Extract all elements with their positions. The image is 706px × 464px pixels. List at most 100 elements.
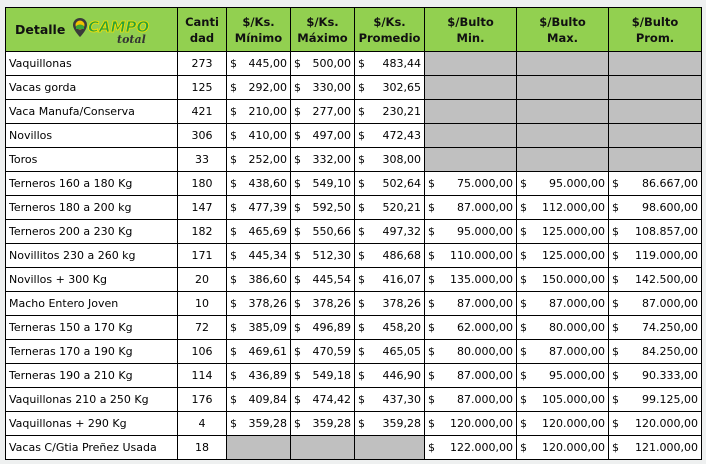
- cell-kg-prom: $497,32: [354, 219, 425, 244]
- cell-kg-min: [226, 435, 291, 460]
- amount: 465,05: [382, 345, 422, 358]
- currency-symbol: $: [520, 201, 527, 214]
- amount: 142.500,00: [635, 273, 698, 286]
- amount: 332,00: [312, 153, 352, 166]
- cell-kg-prom: $486,68: [354, 243, 425, 268]
- currency-symbol: $: [520, 393, 527, 406]
- table-row: Vacas gorda 125 $292,00 $330,00 $302,65: [5, 75, 702, 100]
- amount: 477,39: [248, 201, 288, 214]
- amount: 378,26: [248, 297, 288, 310]
- cell-bulto-prom: $98.600,00: [608, 195, 702, 220]
- cell-kg-max: [290, 435, 355, 460]
- amount: 86.667,00: [642, 177, 698, 190]
- cell-detalle: Novillos: [5, 123, 178, 148]
- amount: 120.000,00: [635, 417, 698, 430]
- currency-symbol: $: [612, 249, 619, 262]
- cell-bulto-min: $87.000,00: [424, 195, 517, 220]
- currency-symbol: $: [520, 249, 527, 262]
- amount: 410,00: [248, 129, 288, 142]
- amount: 472,43: [382, 129, 422, 142]
- currency-symbol: $: [428, 225, 435, 238]
- cell-bulto-prom: [608, 99, 702, 124]
- cell-bulto-prom: [608, 123, 702, 148]
- header-kg-prom: $/Ks. Promedio: [354, 7, 425, 52]
- amount: 469,61: [248, 345, 288, 358]
- currency-symbol: $: [294, 153, 301, 166]
- cell-bulto-prom: $86.667,00: [608, 171, 702, 196]
- currency-symbol: $: [230, 393, 237, 406]
- amount: 409,84: [248, 393, 288, 406]
- cell-bulto-max: $150.000,00: [516, 267, 609, 292]
- currency-symbol: $: [428, 249, 435, 262]
- amount: 292,00: [248, 81, 288, 94]
- currency-symbol: $: [520, 345, 527, 358]
- amount: 121.000,00: [635, 441, 698, 454]
- cell-bulto-min: $122.000,00: [424, 435, 517, 460]
- currency-symbol: $: [428, 273, 435, 286]
- table-row: Vaca Manufa/Conserva 421 $210,00 $277,00 $23…: [5, 99, 702, 124]
- amount: 445,34: [248, 249, 288, 262]
- amount: 330,00: [312, 81, 352, 94]
- cell-kg-min: $409,84: [226, 387, 291, 412]
- cell-kg-prom: $502,64: [354, 171, 425, 196]
- cell-kg-max: $592,50: [290, 195, 355, 220]
- currency-symbol: $: [230, 201, 237, 214]
- cell-bulto-max: $95.000,00: [516, 171, 609, 196]
- cell-detalle: Terneras 150 a 170 Kg: [5, 315, 178, 340]
- cell-kg-prom: $416,07: [354, 267, 425, 292]
- cell-kg-min: $477,39: [226, 195, 291, 220]
- currency-symbol: $: [612, 369, 619, 382]
- cell-bulto-prom: $99.125,00: [608, 387, 702, 412]
- currency-symbol: $: [358, 345, 365, 358]
- cell-kg-max: $330,00: [290, 75, 355, 100]
- cell-kg-prom: $446,90: [354, 363, 425, 388]
- cell-bulto-min: $120.000,00: [424, 411, 517, 436]
- amount: 549,18: [312, 369, 352, 382]
- amount: 62.000,00: [457, 321, 513, 334]
- cell-kg-prom: $520,21: [354, 195, 425, 220]
- cell-bulto-prom: $121.000,00: [608, 435, 702, 460]
- cell-cantidad: 20: [177, 267, 227, 292]
- amount: 308,00: [382, 153, 422, 166]
- cell-bulto-min: $135.000,00: [424, 267, 517, 292]
- currency-symbol: $: [230, 153, 237, 166]
- currency-symbol: $: [428, 321, 435, 334]
- header-row: Detalle CAMPO total Canti dad $/Ks. Mínimo…: [5, 7, 702, 52]
- currency-symbol: $: [358, 321, 365, 334]
- currency-symbol: $: [294, 105, 301, 118]
- cell-kg-max: $500,00: [290, 51, 355, 76]
- currency-symbol: $: [294, 177, 301, 190]
- cell-cantidad: 33: [177, 147, 227, 172]
- amount: 446,90: [382, 369, 422, 382]
- cell-bulto-max: $87.000,00: [516, 339, 609, 364]
- amount: 230,21: [382, 105, 422, 118]
- table-body: Vaquillonas 273 $445,00 $500,00 $483,44 Vacas…: [5, 51, 702, 460]
- amount: 120.000,00: [542, 417, 605, 430]
- table-row: Terneros 200 a 230 Kg 182 $465,69 $550,66 $4…: [5, 219, 702, 244]
- amount: 74.250,00: [642, 321, 698, 334]
- cell-kg-max: $549,10: [290, 171, 355, 196]
- cell-detalle: Vaquillonas: [5, 51, 178, 76]
- currency-symbol: $: [358, 177, 365, 190]
- amount: 87.000,00: [549, 297, 605, 310]
- cell-kg-min: $436,89: [226, 363, 291, 388]
- amount: 359,28: [312, 417, 352, 430]
- currency-symbol: $: [612, 273, 619, 286]
- currency-symbol: $: [612, 177, 619, 190]
- currency-symbol: $: [358, 57, 365, 70]
- currency-symbol: $: [358, 393, 365, 406]
- currency-symbol: $: [358, 153, 365, 166]
- amount: 75.000,00: [457, 177, 513, 190]
- amount: 87.000,00: [642, 297, 698, 310]
- cell-cantidad: 171: [177, 243, 227, 268]
- amount: 502,64: [382, 177, 422, 190]
- cell-cantidad: 306: [177, 123, 227, 148]
- cell-bulto-min: $87.000,00: [424, 387, 517, 412]
- cell-kg-max: $549,18: [290, 363, 355, 388]
- currency-symbol: $: [612, 225, 619, 238]
- cell-bulto-min: $110.000,00: [424, 243, 517, 268]
- cell-bulto-min: [424, 147, 517, 172]
- price-table: Detalle CAMPO total Canti dad $/Ks. Mínimo…: [5, 7, 702, 460]
- cell-bulto-max: $120.000,00: [516, 411, 609, 436]
- currency-symbol: $: [520, 273, 527, 286]
